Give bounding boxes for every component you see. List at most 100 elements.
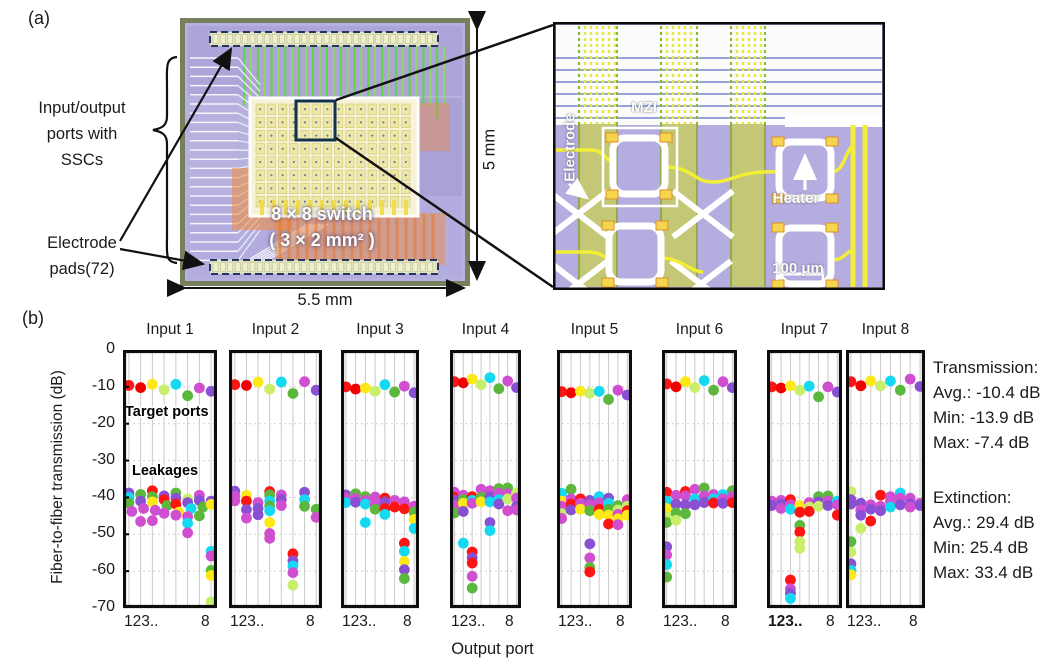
x-tick-left: 123..	[342, 613, 377, 630]
electrode-pads-label: Electrode pads(72)	[47, 234, 117, 278]
data-point	[584, 538, 596, 550]
x-tick-right: 8	[909, 613, 918, 630]
data-point	[484, 496, 496, 508]
data-point	[603, 393, 614, 405]
data-point	[205, 550, 217, 562]
data-point	[502, 375, 514, 387]
data-point	[170, 498, 182, 510]
target-points	[767, 380, 842, 403]
data-point	[708, 497, 719, 509]
transmission-min: Min: -13.9 dB	[933, 408, 1035, 427]
data-point	[612, 384, 624, 396]
data-point	[775, 382, 787, 394]
subplot-input-1: Target ports Leakages	[123, 350, 217, 609]
data-point	[123, 379, 135, 391]
data-point	[457, 537, 469, 549]
data-point	[310, 511, 322, 523]
subplot-input-6	[662, 350, 737, 609]
data-point	[135, 515, 147, 527]
data-point	[717, 376, 729, 388]
data-point	[865, 375, 877, 387]
data-point	[785, 593, 796, 604]
data-point	[680, 490, 691, 502]
data-point	[146, 378, 158, 390]
electrode-label: Electrode	[561, 113, 579, 182]
data-point	[855, 380, 867, 392]
data-point	[264, 532, 276, 544]
data-point	[603, 509, 614, 521]
mzi-label: MZI	[631, 99, 657, 116]
data-point	[670, 514, 682, 526]
stats-block: Transmission: Avg.: -10.4 dB Min: -13.9 …	[933, 355, 1057, 585]
x-tick-left: 123..	[663, 613, 698, 630]
data-point	[794, 526, 806, 538]
subplot-title-input-8: Input 8	[861, 321, 910, 338]
data-point	[855, 509, 867, 521]
data-point	[350, 383, 362, 395]
data-point	[794, 542, 806, 554]
data-point	[359, 382, 371, 394]
x-tick-left: 123..	[230, 613, 265, 630]
mzi-structure	[775, 224, 835, 288]
heater-label: Heater	[772, 190, 820, 207]
data-point	[698, 482, 710, 494]
data-point	[170, 509, 182, 521]
target-points	[846, 373, 925, 396]
data-point	[698, 497, 710, 508]
data-point	[182, 527, 194, 539]
data-point	[389, 386, 401, 398]
data-point	[457, 377, 469, 389]
data-point	[197, 501, 209, 513]
data-point	[146, 496, 158, 508]
chip-zoom-inset	[553, 22, 885, 290]
subplot-title-input-1: Input 1	[146, 321, 194, 338]
y-tick-label: -20	[91, 413, 115, 431]
target-points	[229, 376, 322, 399]
data-point	[379, 379, 391, 391]
data-point	[126, 506, 138, 517]
data-point	[138, 503, 149, 514]
panel-a-label: (a)	[28, 8, 50, 28]
data-point	[502, 493, 514, 505]
data-point	[822, 381, 834, 393]
data-point	[584, 566, 596, 578]
target-points	[123, 378, 217, 402]
data-point	[158, 384, 170, 396]
data-point	[264, 517, 276, 528]
subplot-input-8	[846, 350, 925, 609]
data-point	[575, 385, 586, 397]
data-point	[229, 379, 241, 391]
data-point	[885, 501, 896, 513]
data-point	[466, 582, 478, 594]
data-point	[310, 503, 322, 515]
panel-a-overlay	[119, 11, 554, 297]
x-tick-left: 123..	[124, 613, 159, 630]
data-point	[287, 388, 299, 399]
data-point	[398, 380, 410, 392]
data-point	[708, 384, 719, 396]
mzi-structure	[605, 222, 665, 286]
subplot-title-input-6: Input 6	[675, 321, 724, 338]
data-point	[484, 372, 496, 384]
data-point	[398, 537, 410, 549]
data-point	[785, 574, 796, 586]
data-point	[565, 387, 577, 399]
data-point	[904, 501, 916, 513]
data-point	[612, 519, 624, 531]
data-point	[575, 503, 586, 515]
data-point	[264, 505, 276, 517]
subplot-input-5	[557, 350, 632, 609]
data-point	[275, 500, 287, 511]
data-point	[565, 504, 577, 516]
data-point	[466, 570, 478, 582]
data-point	[855, 522, 867, 534]
data-point	[670, 381, 682, 393]
leakage-points	[229, 485, 322, 591]
data-point	[785, 503, 796, 515]
data-point	[241, 379, 252, 391]
x-tick-left: 123..	[768, 613, 803, 630]
data-point	[379, 508, 391, 520]
io-ports-label: Input/output ports with SSCs	[38, 99, 126, 169]
data-point	[252, 376, 264, 388]
y-tick-label: -70	[91, 598, 115, 615]
